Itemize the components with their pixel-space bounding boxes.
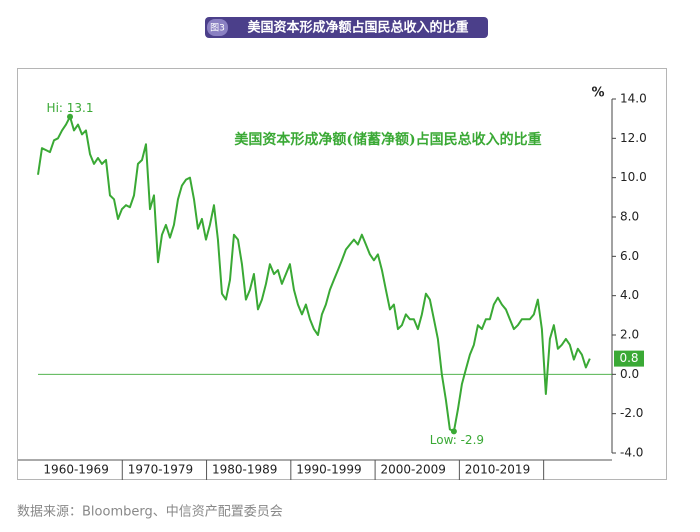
last-value-label: 0.8 — [619, 351, 638, 365]
annotation-label: Hi: 13.1 — [47, 101, 94, 115]
header-title: 美国资本形成净额占国民总收入的比重 — [247, 20, 468, 36]
figure-label: 图3 — [210, 23, 225, 34]
y-tick-label: 8.0 — [620, 210, 639, 224]
y-tick-label: 12.0 — [620, 131, 647, 145]
y-tick-label: -4.0 — [620, 446, 643, 460]
chart-frame — [17, 68, 667, 480]
x-band-label: 1970-1979 — [128, 463, 193, 477]
annotation-dot — [450, 428, 457, 435]
x-band-label: 1960-1969 — [43, 463, 108, 477]
data-line — [37, 115, 591, 433]
x-band-label: 2010-2019 — [465, 463, 530, 477]
y-tick-label: 4.0 — [620, 288, 639, 302]
figure-badge — [207, 19, 228, 36]
annotation-dot — [67, 113, 74, 120]
y-tick-label: 14.0 — [620, 92, 647, 106]
x-band-label: 1990-1999 — [296, 463, 361, 477]
last-value-box — [614, 350, 644, 367]
chart-title: 美国资本形成净额(储蓄净额)占国民总收入的比重 — [234, 131, 541, 148]
y-tick-label: -2.0 — [620, 406, 643, 420]
annotation-label: Low: -2.9 — [430, 433, 484, 447]
y-tick-label: 0.0 — [620, 367, 639, 381]
x-band-label: 1980-1989 — [212, 463, 277, 477]
header-banner — [205, 17, 488, 38]
y-unit: % — [591, 86, 604, 101]
y-tick-label: 6.0 — [620, 249, 639, 263]
x-band-label: 2000-2009 — [381, 463, 446, 477]
y-tick-label: 10.0 — [620, 170, 647, 184]
source-note: 数据来源：Bloomberg、中信资产配置委员会 — [17, 505, 283, 520]
y-tick-label: 2.0 — [620, 328, 639, 342]
